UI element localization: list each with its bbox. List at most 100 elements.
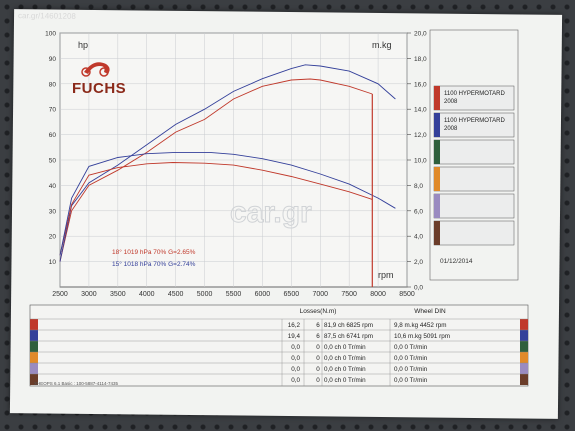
x-tick-label: 6500 (284, 291, 300, 298)
y-left-tick-label: 70 (49, 107, 57, 114)
table-cell: 9,8 m.kg 4452 rpm (394, 322, 447, 329)
site-watermark: car.gr (230, 196, 312, 229)
footer-text: XHEOPS 6.1 Basic : 100-5887-4114-7435 (34, 381, 118, 386)
header-wheel: Wheel DIN (414, 308, 446, 315)
y-left-tick-label: 10 (49, 259, 57, 266)
x-tick-label: 7500 (341, 291, 357, 298)
torque-curve (59, 162, 373, 256)
table-cell: 6 (316, 322, 320, 329)
table-cell: 0 (316, 377, 320, 384)
y-right-tick-label: 12,0 (414, 132, 427, 139)
right-unit-label: m.kg (372, 40, 392, 50)
legend-box (433, 85, 515, 111)
brand-text: FUCHS (72, 80, 126, 97)
table-cell: 0,0 0 Tr/min (394, 377, 428, 384)
y-right-tick-label: 18,0 (414, 56, 427, 63)
table-cell: 0,0 ch 0 Tr/min (324, 366, 366, 373)
rpm-label: rpm (378, 270, 394, 280)
x-tick-label: 4500 (168, 291, 184, 298)
y-right-tick-label: 0,0 (414, 285, 423, 292)
x-tick-label: 6000 (255, 291, 271, 298)
row-color-right (520, 319, 528, 330)
table-cell: 0,0 ch 0 Tr/min (324, 355, 366, 362)
table-cell: 0 (316, 366, 320, 373)
left-axis-ticks: 10 20 30 40 50 60 70 80 90 100 (45, 31, 56, 267)
header-losses: Losses(N.m) (300, 308, 337, 315)
power-curve (59, 64, 396, 262)
table-cell: 0 (316, 355, 320, 362)
table-cell: 0,0 ch 0 Tr/min (324, 344, 366, 351)
legend-box (433, 139, 515, 165)
torque-curve (59, 151, 396, 256)
x-tick-label: 3500 (110, 291, 126, 298)
table-cell: 6 (316, 333, 320, 340)
table-cell: 0,0 0 Tr/min (394, 344, 428, 351)
row-color-left (30, 319, 38, 330)
test-date: 01/12/2014 (440, 258, 473, 265)
wheel-front-icon (81, 67, 91, 77)
table-cell: 0,0 (291, 366, 300, 373)
x-tick-label: 4000 (139, 291, 155, 298)
legend-color-swatch (434, 221, 440, 245)
y-right-tick-label: 16,0 (414, 81, 427, 88)
x-axis-ticks: 2500 3000 3500 4000 4500 5000 5500 6000 6500 7000… (52, 291, 415, 298)
x-tick-label: 5500 (226, 291, 242, 298)
legend-box (433, 112, 515, 138)
table-cell: 0,0 0 Tr/min (394, 355, 428, 362)
y-right-tick-label: 14,0 (414, 107, 427, 114)
row-color-right (520, 352, 528, 363)
table-cell: 81,9 ch 6825 rpm (324, 322, 373, 329)
table-cell: 0,0 (291, 355, 300, 362)
legend-color-swatch (434, 113, 440, 137)
legend-box (433, 220, 515, 246)
table-frame (29, 304, 529, 387)
y-right-tick-label: 4,0 (414, 234, 423, 241)
y-right-tick-label: 10,0 (414, 158, 427, 165)
y-left-tick-label: 30 (49, 208, 57, 215)
table-cell: 0 (316, 344, 320, 351)
legend-entry-label: 1100 HYPERMOTARD (444, 118, 505, 124)
legend-color-swatch (434, 140, 440, 164)
legend-box (433, 166, 515, 192)
legend-panel (429, 29, 519, 281)
x-tick-label: 7000 (312, 291, 328, 298)
row-color-left (30, 374, 38, 385)
y-left-tick-label: 50 (49, 158, 57, 165)
left-unit-label: hp (78, 40, 88, 50)
y-left-tick-label: 90 (49, 56, 57, 63)
y-right-tick-label: 2,0 (414, 259, 423, 266)
legend-entry-label: 2008 (444, 126, 458, 132)
row-color-right (520, 341, 528, 352)
fuchs-logo: FUCHS (72, 62, 126, 97)
legend-color-swatch (434, 167, 440, 191)
y-left-tick-label: 40 (49, 183, 57, 190)
row-color-right (520, 330, 528, 341)
x-tick-label: 8500 (399, 291, 415, 298)
table-cell: 0,0 (291, 344, 300, 351)
table-cell: 0,0 (291, 377, 300, 384)
legend-entry-label: 1100 HYPERMOTARD (444, 91, 505, 97)
row-color-right (520, 363, 528, 374)
x-tick-label: 5000 (197, 291, 213, 298)
x-tick-label: 8000 (370, 291, 386, 298)
wheel-rear-icon (99, 67, 109, 77)
table-cell: 10,6 m.kg 5091 rpm (394, 333, 450, 340)
legend-box (433, 193, 515, 219)
y-left-tick-label: 80 (49, 81, 57, 88)
y-left-tick-label: 20 (49, 234, 57, 241)
legend-color-swatch (434, 86, 440, 110)
legend-entry-label: 2008 (444, 99, 458, 105)
row-color-right (520, 374, 528, 385)
legend: 1100 HYPERMOTARD 2008 1100 HYPERMOTARD 2008 (433, 85, 515, 246)
y-left-tick-label: 60 (49, 132, 57, 139)
x-tick-label: 2500 (52, 291, 68, 298)
table-cell: 0,0 0 Tr/min (394, 366, 428, 373)
row-color-left (30, 363, 38, 374)
y-right-tick-label: 20,0 (414, 31, 427, 38)
conditions-blue: 15° 1018 hPa 70% G=2.74% (112, 260, 196, 268)
table-cell: 87,5 ch 6741 rpm (324, 333, 373, 340)
row-color-left (30, 341, 38, 352)
table-cell: 19,4 (288, 333, 301, 340)
right-axis-ticks: 0,0 2,0 4,0 6,0 8,0 10,0 12,0 14,0 16,0 18,0 20,0 (407, 31, 427, 292)
